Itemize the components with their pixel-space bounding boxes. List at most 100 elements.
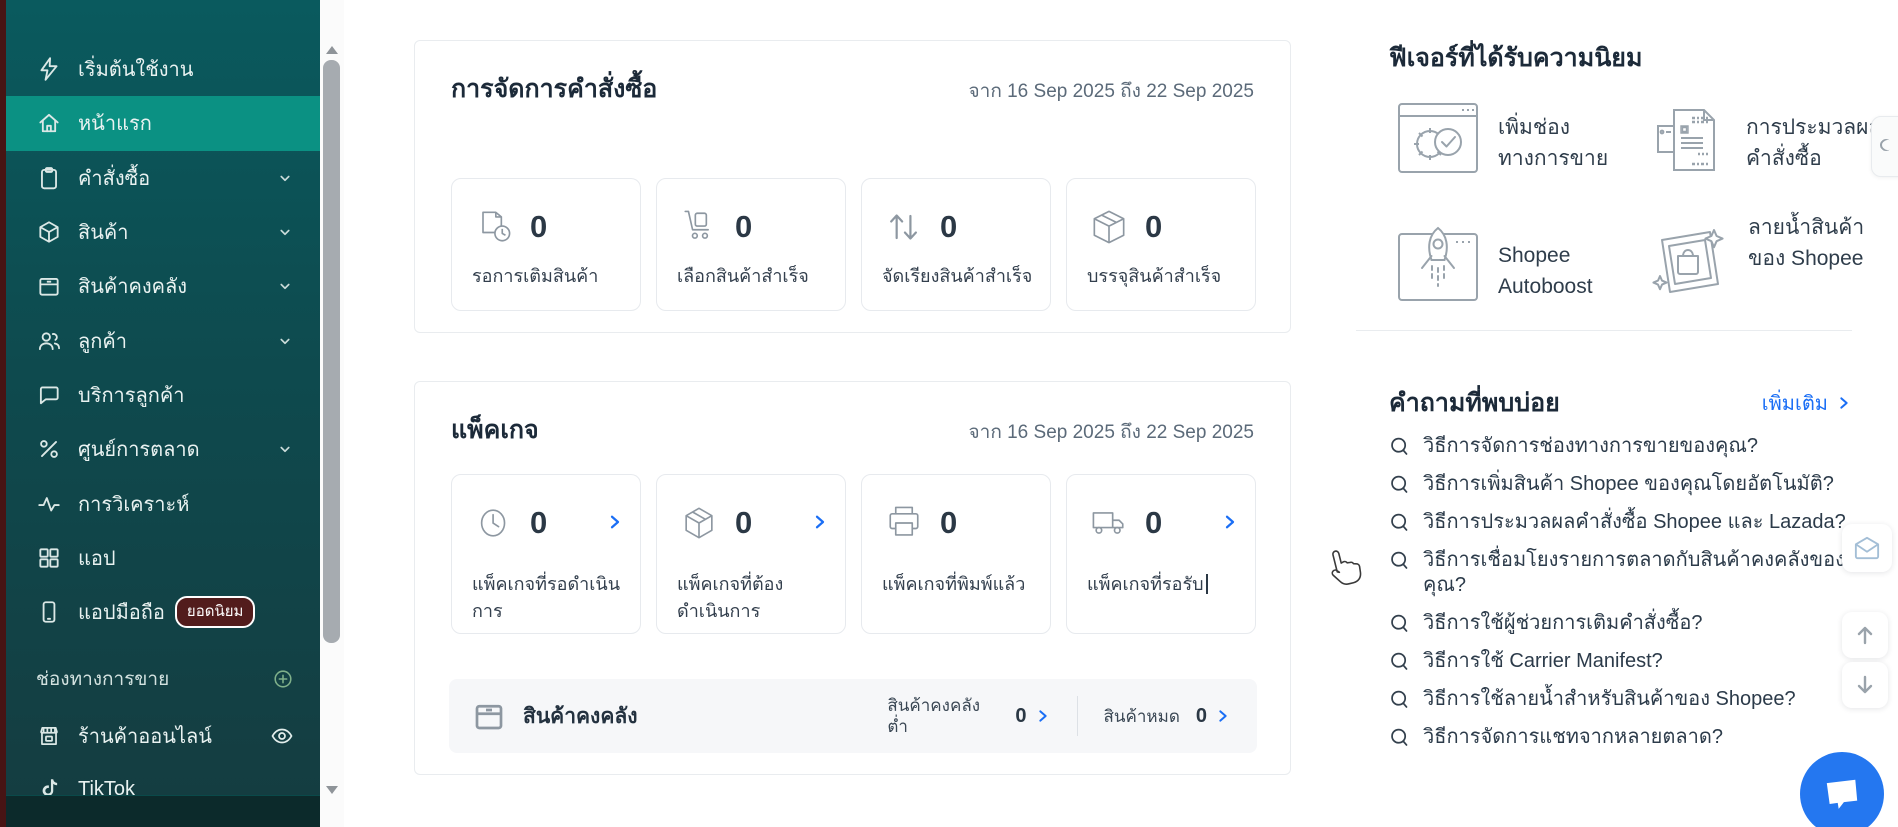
faq-question[interactable]: วิธีการใช้ Carrier Manifest?	[1389, 649, 1852, 674]
sidebar-item-mobile-app[interactable]: แอปมือถือ ยอดนิยม	[6, 585, 320, 639]
low-stock-value: 0	[1015, 704, 1027, 727]
out-of-stock-label: สินค้าหมด	[1103, 706, 1180, 726]
truck-icon	[1092, 512, 1124, 534]
sidebar-item-label: แอป	[78, 547, 116, 570]
sidebar-item-apps[interactable]: แอป	[6, 531, 320, 585]
chat-bubble-icon	[1826, 779, 1858, 809]
add-channel-icon[interactable]	[272, 668, 294, 690]
divider	[1356, 330, 1852, 331]
cube-icon	[39, 221, 59, 243]
sidebar-item-tiktok[interactable]: TikTok	[6, 762, 320, 816]
sidebar-item-orders[interactable]: คำสั่งซื้อ	[6, 151, 320, 205]
order-card-title: การจัดการคำสั่งซื้อ	[451, 75, 658, 103]
app-logo: ∙∙∙∙∙∙∙∙	[34, 0, 254, 8]
faq-question[interactable]: วิธีการจัดการช่องทางการขายของคุณ?	[1389, 434, 1852, 459]
live-chat-button[interactable]	[1800, 752, 1884, 827]
stat-value: 0	[735, 209, 753, 244]
magnifier-icon	[1391, 475, 1408, 493]
sidebar-item-online-store[interactable]: ร้านค้าออนไลน์	[6, 709, 320, 763]
package-tile-awaiting-pickup[interactable]: 0 แพ็คเกจที่รอรับ	[1066, 474, 1256, 634]
rocket-browser-icon	[1398, 226, 1478, 301]
package-tile-printed[interactable]: 0 แพ็คเกจที่พิมพ์แล้ว	[861, 474, 1051, 634]
divider	[1076, 696, 1078, 736]
stat-tile-packed[interactable]: 0 บรรจุสินค้าสำเร็จ	[1066, 178, 1256, 311]
feature-shopee-autoboost[interactable]: Shopee Autoboost	[1396, 222, 1638, 304]
eye-icon[interactable]	[270, 724, 294, 748]
sidebar-item-products[interactable]: สินค้า	[6, 205, 320, 259]
stat-label: แพ็คเกจที่พิมพ์แล้ว	[882, 574, 1026, 594]
chevron-right-icon[interactable]	[606, 513, 624, 531]
sidebar-item-label: สินค้าคงคลัง	[78, 276, 188, 299]
scroll-down-arrow-icon[interactable]	[326, 786, 338, 794]
box-clock-icon	[482, 211, 511, 242]
sidebar-item-label: ศูนย์การตลาด	[78, 439, 200, 462]
sidebar-item-customer-service[interactable]: บริการลูกค้า	[6, 368, 320, 422]
stat-label: แพ็คเกจที่รอรับ	[1087, 571, 1239, 598]
sidebar-item-home[interactable]: หน้าแรก	[6, 96, 320, 151]
scroll-to-top-button[interactable]	[1842, 612, 1888, 658]
feedback-mail-button[interactable]	[1842, 524, 1892, 572]
storage-box-icon	[39, 278, 59, 296]
sidebar-item-label: แอปมือถือ	[78, 602, 165, 625]
sales-channels-label: ช่องทางการขาย	[36, 669, 170, 690]
feature-label: การประมวลผลคำสั่งซื้อ	[1746, 116, 1882, 170]
out-of-stock-metric[interactable]: สินค้าหมด 0	[1104, 705, 1232, 728]
packages-card-title: แพ็คเกจ	[451, 416, 539, 444]
chevron-right-icon[interactable]	[1221, 513, 1239, 531]
inventory-title: สินค้าคงคลัง	[523, 704, 638, 728]
faq-question[interactable]: วิธีการประมวลผลคำสั่งซื้อ Shopee และ Laz…	[1389, 510, 1852, 535]
scrollbar-thumb[interactable]	[323, 60, 340, 643]
feature-add-sales-channel[interactable]: เพิ่มช่องทางการขาย	[1396, 100, 1623, 176]
package-tile-to-process[interactable]: 0 แพ็คเกจที่ต้องดำเนินการ	[656, 474, 846, 634]
text-cursor	[1205, 574, 1208, 594]
sidebar-item-label: เริ่มต้นใช้งาน	[78, 59, 194, 82]
feature-label: ลายน้ำสินค้าของ Shopee	[1748, 216, 1865, 270]
chevron-right-icon[interactable]	[1215, 708, 1231, 724]
packages-card-date-range[interactable]: จาก 16 Sep 2025 ถึง 22 Sep 2025	[968, 422, 1254, 443]
faq-question[interactable]: วิธีการใช้ลายน้ำสำหรับสินค้าของ Shopee?	[1389, 687, 1852, 712]
chevron-right-icon[interactable]	[1035, 708, 1051, 724]
feature-label: Shopee Autoboost	[1498, 244, 1593, 298]
sidebar-item-customers[interactable]: ลูกค้า	[6, 313, 320, 367]
faq-question[interactable]: วิธีการจัดการแชทจากหลายตลาด?	[1389, 725, 1852, 750]
feature-shopee-watermark[interactable]: ลายน้ำสินค้าของ Shopee	[1648, 216, 1866, 304]
scroll-to-bottom-button[interactable]	[1842, 662, 1888, 708]
low-stock-metric[interactable]: สินค้าคงคลังต่ำ 0	[887, 695, 1050, 737]
stat-tile-sorted[interactable]: 0 จัดเรียงสินค้าสำเร็จ	[861, 178, 1051, 311]
grid-icon	[39, 548, 59, 568]
stat-tile-picked[interactable]: 0 เลือกสินค้าสำเร็จ	[656, 178, 846, 311]
package-tile-pending[interactable]: 0 แพ็คเกจที่รอดำเนินการ	[451, 474, 641, 634]
stat-value: 0	[530, 209, 548, 244]
chevron-right-icon[interactable]	[811, 513, 829, 531]
collapsed-panel-tab[interactable]	[1871, 116, 1898, 177]
stat-label: เลือกสินค้าสำเร็จ	[677, 266, 809, 286]
stat-label: จัดเรียงสินค้าสำเร็จ	[882, 266, 1033, 286]
people-icon	[38, 332, 60, 350]
hand-cursor	[1331, 550, 1362, 585]
faq-question[interactable]: วิธีการเพิ่มสินค้า Shopee ของคุณโดยอัตโน…	[1389, 472, 1852, 497]
sidebar-item-get-started[interactable]: เริ่มต้นใช้งาน	[6, 42, 320, 96]
sidebar-menu: เริ่มต้นใช้งาน หน้าแรก คำสั่งซื้อ สินค้า…	[6, 42, 320, 639]
feature-label: เพิ่มช่องทางการขาย	[1498, 116, 1609, 170]
stat-tile-awaiting-restock[interactable]: 0 รอการเติมสินค้า	[451, 178, 641, 311]
tab-arc-icon	[1877, 136, 1895, 154]
phone-icon	[42, 601, 56, 623]
package-icon	[1093, 210, 1125, 244]
stat-value: 0	[940, 505, 958, 540]
faq-question[interactable]: วิธีการใช้ผู้ช่วยการเติมคำสั่งซื้อ?	[1389, 611, 1852, 636]
stat-value: 0	[735, 505, 753, 540]
faq-more-link[interactable]: เพิ่มเติม	[1762, 387, 1852, 419]
sidebar-item-analytics[interactable]: การวิเคราะห์	[6, 476, 320, 530]
magnifier-icon	[1391, 728, 1408, 746]
faq-question[interactable]: วิธีการเชื่อมโยงรายการตลาดกับสินค้าคงคลั…	[1389, 548, 1852, 598]
stat-value: 0	[1145, 505, 1163, 540]
order-card-date-range[interactable]: จาก 16 Sep 2025 ถึง 22 Sep 2025	[968, 81, 1254, 102]
magnifier-icon	[1391, 614, 1408, 632]
sidebar-item-inventory[interactable]: สินค้าคงคลัง	[6, 259, 320, 313]
sidebar-scrollbar[interactable]	[320, 0, 344, 827]
scroll-up-arrow-icon[interactable]	[326, 46, 338, 54]
sidebar-item-label: หน้าแรก	[78, 113, 152, 136]
feature-order-processing[interactable]: การประมวลผลคำสั่งซื้อ	[1648, 96, 1896, 178]
sidebar-item-marketing-center[interactable]: ศูนย์การตลาด	[6, 422, 320, 476]
